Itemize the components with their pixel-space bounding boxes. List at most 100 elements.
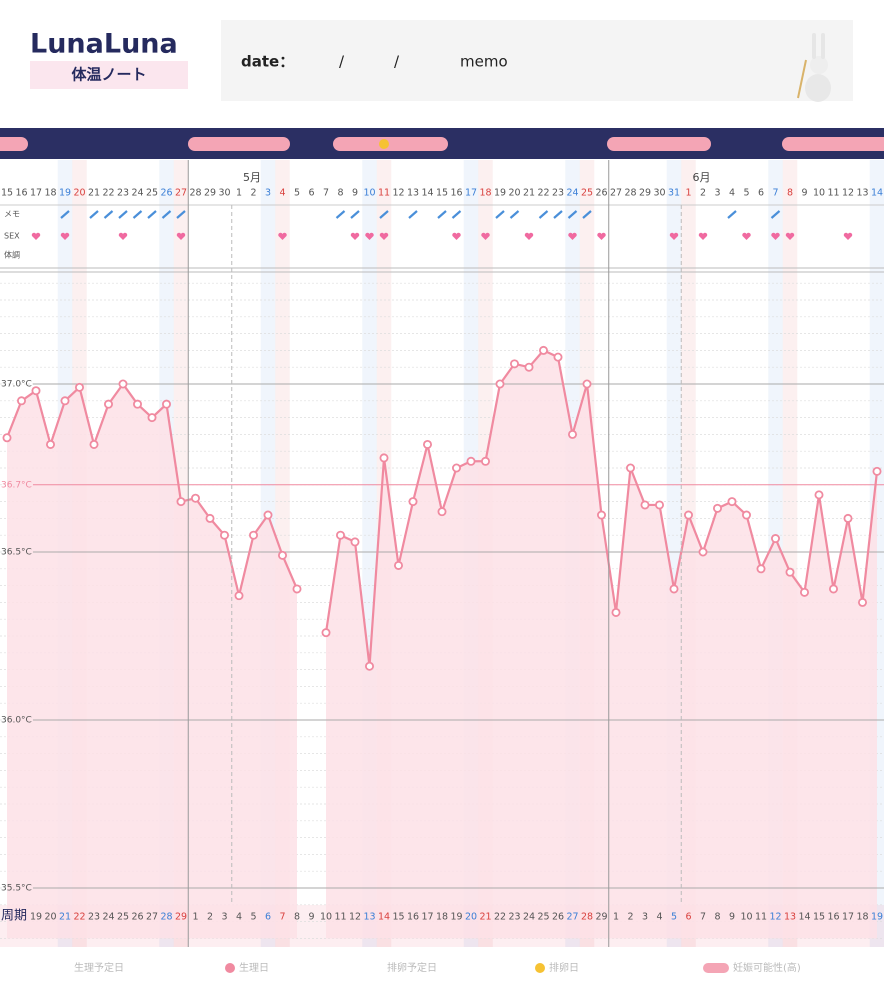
date-label: 7: [772, 188, 778, 199]
temperature-point: [292, 584, 302, 594]
temperature-point: [89, 439, 99, 449]
temperature-point: [684, 510, 694, 520]
temperature-point: [698, 547, 708, 557]
date-label: 11: [827, 188, 839, 199]
y-tick-label: 36.5°C: [1, 548, 32, 558]
memo-icon: [103, 210, 114, 219]
temperature-point: [350, 537, 360, 547]
date-label: 23: [552, 188, 564, 199]
date-label: 19: [494, 188, 506, 199]
date-label: 21: [523, 188, 535, 199]
row-label: メモ: [4, 210, 20, 219]
memo-icon: [509, 210, 520, 219]
temperature-point: [451, 463, 461, 473]
temperature-point: [408, 497, 418, 507]
cycle-day: 15: [392, 912, 404, 923]
memo-icon: [89, 210, 99, 219]
date-label: 20: [73, 188, 85, 199]
date-label: 31: [668, 188, 680, 199]
date-label: 27: [610, 188, 622, 199]
cycle-day: 22: [73, 912, 85, 923]
cycle-day: 13: [784, 912, 796, 923]
cycle-day: 20: [465, 912, 477, 923]
temperature-point: [437, 507, 447, 517]
temperature-point: [263, 510, 273, 520]
temperature-point: [118, 379, 128, 389]
cycle-day: 5: [250, 912, 256, 923]
cycle-day: 8: [714, 912, 720, 923]
date-label: 13: [856, 188, 868, 199]
memo-icon: [379, 210, 389, 219]
temperature-point: [46, 439, 56, 449]
cycle-day: 26: [552, 912, 564, 923]
date-label: 18: [44, 188, 56, 199]
temperature-point: [205, 513, 215, 523]
date-label: 26: [160, 188, 172, 199]
date-box: [221, 20, 853, 101]
temperature-point: [379, 453, 389, 463]
temperature-point: [176, 497, 186, 507]
date-label: 23: [117, 188, 129, 199]
date-label: 16: [450, 188, 462, 199]
heart-icon: [597, 232, 606, 240]
date-label: 15: [1, 188, 13, 199]
temperature-point: [771, 534, 781, 544]
cycle-day: 14: [798, 912, 810, 923]
cycle-day: 10: [740, 912, 752, 923]
cycle-day: 13: [363, 912, 375, 923]
cycle-day: 17: [421, 912, 433, 923]
temperature-point: [495, 379, 505, 389]
date-label: 18: [479, 188, 491, 199]
temperature-point: [277, 550, 287, 560]
cycle-day: 25: [537, 912, 549, 923]
cycle-day: 7: [279, 912, 285, 923]
date-label: 7: [323, 188, 329, 199]
temperature-point: [321, 628, 331, 638]
temperature-point: [480, 456, 490, 466]
date-label: 4: [279, 188, 285, 199]
cycle-day: 2: [627, 912, 633, 923]
cycle-day: 5: [671, 912, 677, 923]
heart-icon: [31, 232, 41, 240]
temperature-point: [161, 399, 171, 409]
temperature-point: [524, 362, 534, 372]
heart-icon: [843, 232, 853, 240]
date-label: 24: [131, 188, 143, 199]
temperature-point: [597, 510, 607, 520]
cycle-day: 14: [378, 912, 390, 923]
temperature-point: [104, 399, 114, 409]
heart-icon: [742, 232, 751, 240]
cycle-day: 23: [508, 912, 520, 923]
memo-icon: [553, 210, 563, 219]
temperature-point: [727, 497, 737, 507]
temperature-point: [75, 382, 85, 392]
memo-icon: [60, 210, 70, 219]
date-label: 14: [871, 188, 883, 199]
date-label: 5: [743, 188, 749, 199]
heart-icon: [698, 232, 708, 240]
temperature-point: [800, 587, 810, 597]
cycle-day: 2: [207, 912, 213, 923]
cycle-day: 1: [613, 912, 619, 923]
cycle-day: 24: [523, 912, 535, 923]
cycle-day: 29: [595, 912, 607, 923]
month-label: 5月: [243, 171, 261, 184]
cycle-day: 28: [160, 912, 172, 923]
heart-icon: [785, 232, 795, 240]
cycle-day: 28: [581, 912, 593, 923]
date-label: 14: [421, 188, 433, 199]
memo-icon: [451, 210, 462, 219]
cycle-day: 21: [59, 912, 71, 923]
temperature-point: [31, 386, 41, 396]
period-pill: [0, 137, 28, 151]
cycle-day: 6: [265, 912, 271, 923]
date-label: 2: [700, 188, 706, 199]
rabbit-icon: [797, 33, 831, 102]
slash: /: [394, 53, 400, 71]
month-label: 6月: [693, 171, 711, 184]
temperature-point: [785, 567, 795, 577]
period-pill: [188, 137, 290, 151]
temperature-area: [326, 350, 877, 939]
legend-icon: [535, 963, 545, 973]
